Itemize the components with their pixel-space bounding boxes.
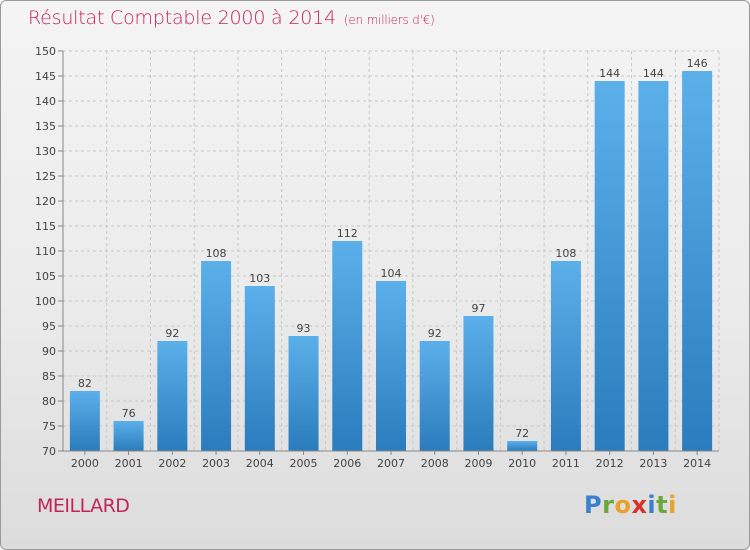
bar: [638, 81, 669, 451]
x-tick-label: 2011: [552, 457, 580, 470]
data-label: 108: [555, 247, 576, 260]
data-label: 92: [428, 327, 442, 340]
x-tick-label: 2001: [115, 457, 143, 470]
y-tick-label: 85: [42, 370, 56, 383]
data-label: 76: [122, 407, 136, 420]
bar: [507, 441, 538, 451]
bar: [113, 421, 144, 451]
data-label: 144: [643, 67, 664, 80]
bar: [463, 316, 494, 451]
proxiti-logo: Proxiti: [584, 491, 677, 519]
x-tick-label: 2014: [683, 457, 711, 470]
y-tick-label: 75: [42, 420, 56, 433]
commune-name: MEILLARD: [37, 495, 130, 517]
data-label: 103: [249, 272, 270, 285]
x-tick-label: 2000: [71, 457, 99, 470]
data-label: 93: [297, 322, 311, 335]
y-tick-label: 150: [35, 45, 56, 58]
bar: [682, 71, 713, 451]
data-label: 144: [599, 67, 620, 80]
bar: [594, 81, 625, 451]
bar: [332, 241, 363, 451]
y-tick-label: 130: [35, 145, 56, 158]
bar: [157, 341, 188, 451]
x-tick-label: 2012: [596, 457, 624, 470]
bar: [244, 286, 275, 451]
x-tick-label: 2004: [246, 457, 274, 470]
y-tick-label: 135: [35, 120, 56, 133]
y-tick-label: 110: [35, 245, 56, 258]
chart-subtitle: (en milliers d'€): [343, 13, 435, 27]
x-tick-label: 2010: [508, 457, 536, 470]
bar: [69, 391, 100, 451]
data-label: 92: [165, 327, 179, 340]
data-label: 104: [381, 267, 402, 280]
bar: [288, 336, 319, 451]
data-label: 72: [515, 427, 529, 440]
data-label: 108: [206, 247, 227, 260]
data-label: 146: [687, 57, 708, 70]
y-tick-label: 100: [35, 295, 56, 308]
bars-layer: 82 76 92 108 103 93 112 104 92 97 72 108 144 144 146: [69, 57, 713, 451]
x-tick-label: 2003: [202, 457, 230, 470]
bar: [376, 281, 406, 451]
x-tick-label: 2007: [377, 457, 405, 470]
data-label: 97: [471, 302, 485, 315]
y-tick-label: 70: [42, 445, 56, 458]
y-tick-label: 95: [42, 320, 56, 333]
x-tick-label: 2006: [333, 457, 361, 470]
y-tick-label: 140: [35, 95, 56, 108]
data-label: 82: [78, 377, 92, 390]
axis-layer: 70 75 80 85 90 95 100 105 110 115 120 125 130 135 140 1…: [35, 45, 719, 470]
x-tick-label: 2002: [158, 457, 186, 470]
bar: [419, 341, 450, 451]
data-label: 112: [337, 227, 358, 240]
y-tick-label: 145: [35, 70, 56, 83]
chart-title: Résultat Comptable 2000 à 2014 (en millie…: [28, 7, 435, 29]
y-tick-label: 125: [35, 170, 56, 183]
y-tick-label: 115: [35, 220, 56, 233]
y-tick-label: 120: [35, 195, 56, 208]
x-tick-label: 2005: [290, 457, 318, 470]
x-tick-label: 2013: [639, 457, 667, 470]
y-tick-label: 80: [42, 395, 56, 408]
y-tick-label: 105: [35, 270, 56, 283]
x-tick-label: 2009: [464, 457, 492, 470]
y-tick-label: 90: [42, 345, 56, 358]
chart-title-text: Résultat Comptable 2000 à 2014: [28, 7, 336, 29]
bar: [201, 261, 232, 451]
bar: [550, 261, 581, 451]
x-tick-label: 2008: [421, 457, 449, 470]
